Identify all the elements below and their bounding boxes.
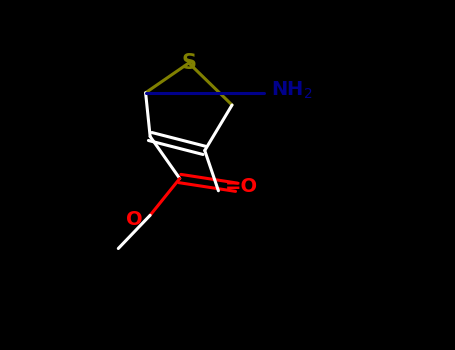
Text: NH$_2$: NH$_2$ xyxy=(271,80,312,101)
Text: =O: =O xyxy=(225,177,258,196)
Text: S: S xyxy=(182,53,196,73)
Text: O: O xyxy=(126,210,142,229)
